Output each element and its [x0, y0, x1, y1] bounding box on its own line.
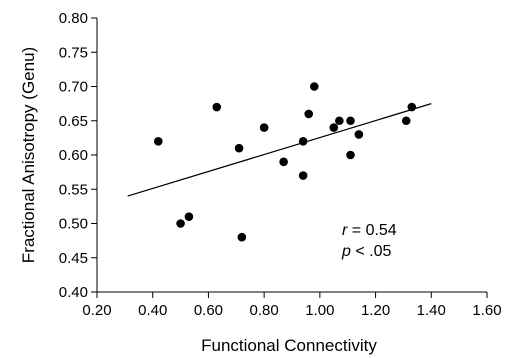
- r-annotation: r = 0.54: [342, 222, 397, 239]
- data-point: [401, 116, 411, 126]
- fit-line-group: [127, 103, 432, 197]
- data-point: [354, 130, 364, 139]
- data-point: [212, 102, 222, 112]
- y-tick-label: 0.55: [59, 181, 88, 198]
- data-point: [346, 150, 355, 160]
- x-tick-label: 0.40: [138, 302, 167, 319]
- y-tick-label: 0.40: [59, 284, 88, 301]
- data-point: [153, 137, 163, 146]
- p-value: < .05: [351, 243, 392, 260]
- y-axis-title: Fractional Anisotropy (Genu): [19, 47, 38, 263]
- data-point: [234, 143, 244, 153]
- data-point: [309, 82, 319, 91]
- regression-line: [127, 103, 432, 197]
- x-tick-label: 1.40: [417, 302, 446, 319]
- data-point: [298, 171, 308, 180]
- y-ticks: 0.40 0.45 0.50 0.55 0.60 0.65 0.70 0.75 0.80: [59, 10, 97, 301]
- p-symbol: p: [341, 243, 351, 260]
- y-tick-label: 0.80: [59, 10, 88, 27]
- data-point: [407, 102, 417, 112]
- axes: [96, 18, 487, 293]
- data-point: [329, 123, 339, 132]
- y-tick-label: 0.75: [59, 44, 88, 61]
- p-annotation: p < .05: [341, 243, 391, 260]
- x-axis-title: Functional Connectivity: [201, 336, 377, 355]
- data-point: [335, 116, 344, 126]
- data-point: [184, 212, 194, 221]
- data-point: [304, 109, 314, 119]
- data-point: [259, 123, 269, 132]
- x-tick-label: 1.20: [361, 302, 390, 319]
- r-symbol: r: [342, 222, 348, 239]
- y-tick-label: 0.60: [59, 147, 88, 164]
- y-tick-label: 0.45: [59, 250, 88, 267]
- x-tick-label: 0.80: [250, 302, 279, 319]
- data-point: [346, 116, 355, 126]
- x-ticks: 0.20 0.40 0.60 0.80 1.00 1.20 1.40 1.60: [82, 292, 502, 319]
- x-tick-label: 1.60: [472, 302, 501, 319]
- x-tick-label: 0.20: [82, 302, 111, 319]
- y-tick-label: 0.50: [59, 216, 88, 233]
- r-value: = 0.54: [347, 222, 396, 239]
- data-point: [279, 157, 288, 167]
- data-point: [298, 137, 308, 146]
- data-point: [237, 232, 247, 242]
- data-points: [153, 82, 417, 242]
- y-tick-label: 0.70: [59, 79, 88, 96]
- x-tick-label: 1.00: [305, 302, 334, 319]
- x-tick-label: 0.60: [194, 302, 223, 319]
- y-tick-label: 0.65: [59, 113, 88, 130]
- data-point: [176, 219, 185, 228]
